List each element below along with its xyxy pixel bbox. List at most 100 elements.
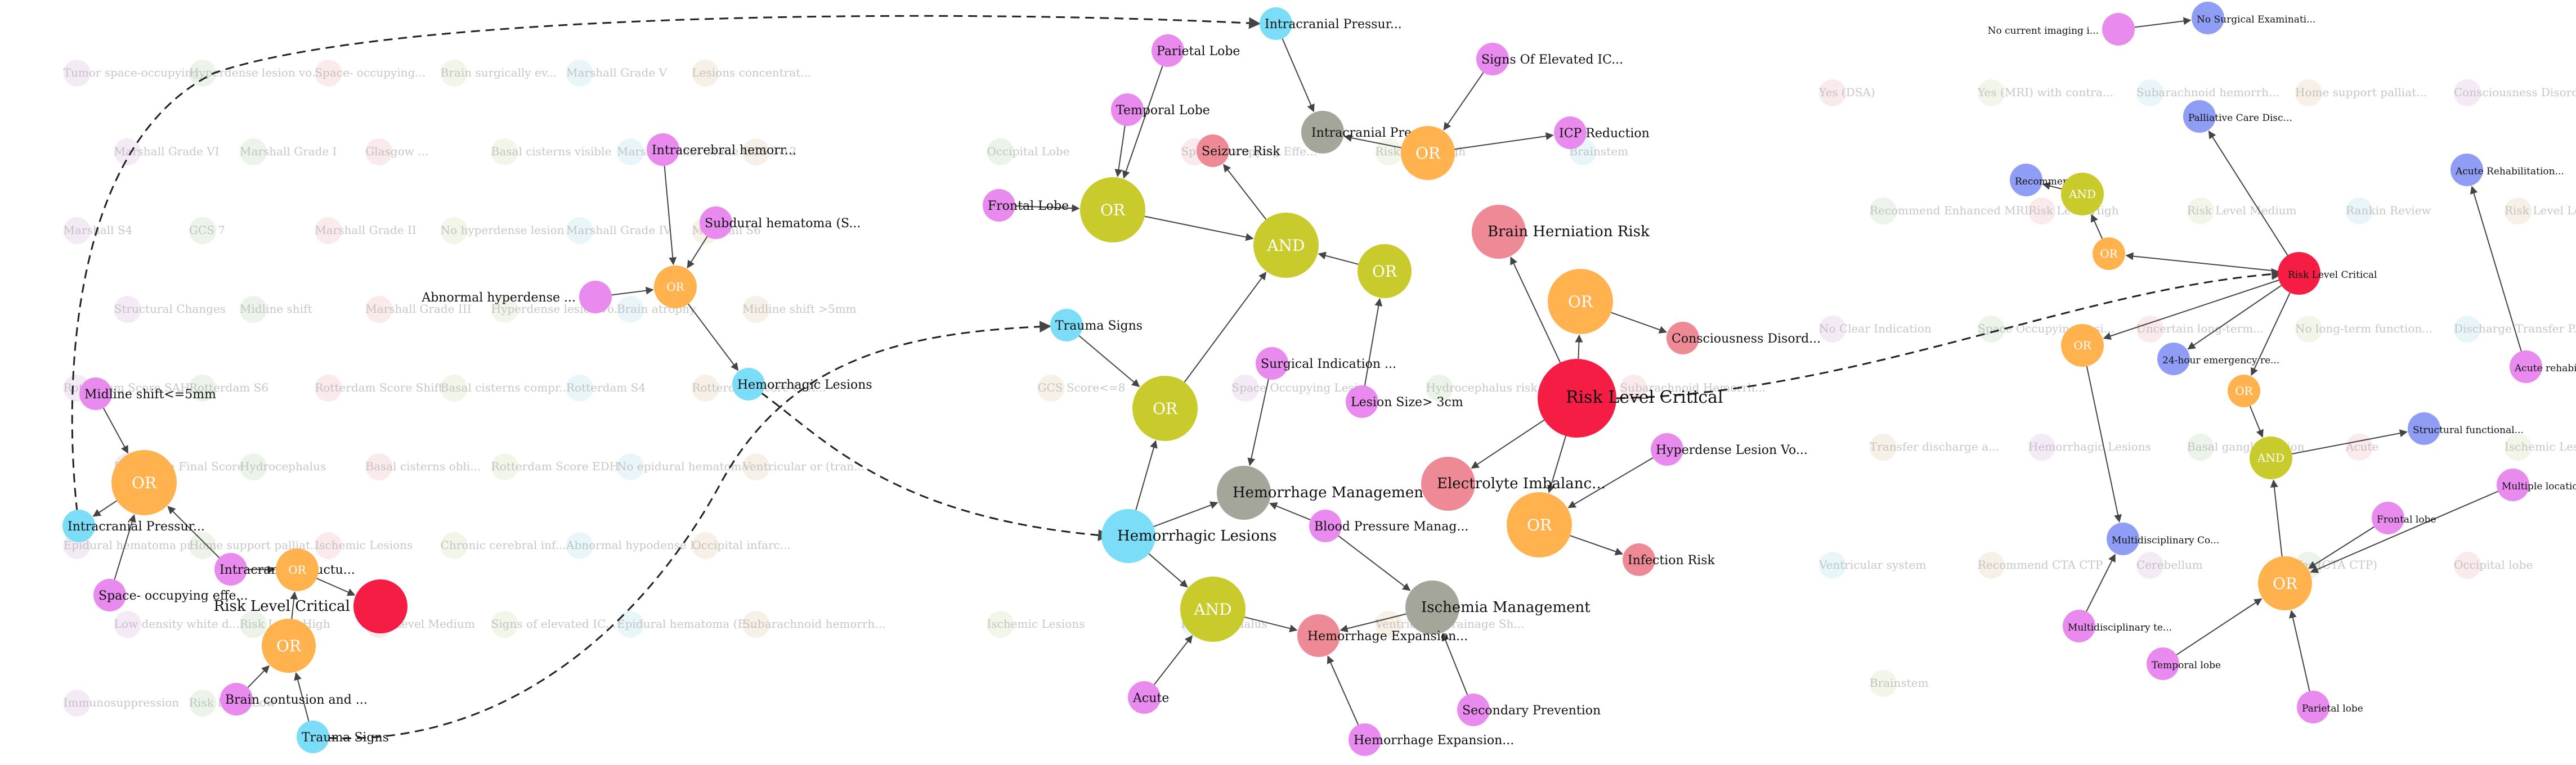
node-hemorrhage-expansion-c-hemexp1[interactable]: Hemorrhage Expansion... — [1297, 614, 1468, 657]
node-signs-of-elevated-ic-c-signs[interactable]: Signs Of Elevated IC... — [1476, 43, 1623, 75]
node-circle[interactable] — [1457, 694, 1490, 726]
node-circle[interactable] — [1180, 577, 1246, 642]
node-circle[interactable] — [1476, 43, 1509, 75]
node-circle[interactable] — [2497, 469, 2529, 501]
node-temporal-lobe-r-temporal[interactable]: Temporal lobe — [2147, 647, 2221, 680]
node-intracranial-pressur-l-icp[interactable]: Intracranial Pressur... — [62, 510, 205, 542]
node-circle[interactable] — [1256, 347, 1288, 380]
node-or-c-or-top[interactable]: OR — [1401, 126, 1455, 180]
node-circle[interactable] — [353, 579, 407, 633]
node-intracerebral-hemorr-l-intracerebral[interactable]: Intracerebral hemorr... — [647, 133, 796, 166]
node-blood-pressure-manag-c-bp[interactable]: Blood Pressure Manag... — [1309, 510, 1468, 542]
node-infection-risk-c-infection[interactable]: Infection Risk — [1623, 543, 1715, 576]
node-risk-level-critical-l-risk[interactable]: Risk Level Critical — [214, 579, 407, 633]
node-or-l-or1[interactable]: OR — [111, 450, 177, 515]
node-temporal-lobe-c-temporal[interactable]: Temporal Lobe — [1111, 93, 1210, 126]
node-multiple-locations-l-r-multiloc[interactable]: Multiple locations (L... — [2497, 469, 2576, 501]
node-circle[interactable] — [1128, 681, 1161, 714]
node-circle[interactable] — [2147, 647, 2179, 680]
node-subdural-hematoma-s-l-subdural[interactable]: Subdural hematoma (S... — [700, 206, 861, 239]
node-circle[interactable] — [1260, 7, 1292, 40]
node-acute-rehabilitation-r-acuterehab2[interactable]: Acute rehabilitation — [2510, 350, 2576, 383]
node-circle[interactable] — [220, 683, 253, 716]
node-circle[interactable] — [1253, 213, 1319, 278]
node-circle[interactable] — [79, 377, 112, 410]
node-structural-functional-r-structfn[interactable]: Structural functional... — [2408, 412, 2524, 445]
node-palliative-care-disc-r-palliative[interactable]: Palliative Care Disc... — [2183, 100, 2292, 133]
node-circle[interactable] — [2010, 164, 2042, 196]
node-frontal-lobe-r-frontal[interactable]: Frontal lobe — [2372, 502, 2436, 534]
node-brain-contusion-and-l-brain[interactable]: Brain contusion and ... — [220, 683, 368, 716]
node-circle[interactable] — [2102, 13, 2135, 46]
node-or-c-or-inf[interactable]: OR — [1507, 492, 1572, 557]
node-circle[interactable] — [1538, 359, 1616, 438]
node-circle[interactable] — [2408, 412, 2440, 445]
node-circle[interactable] — [2157, 343, 2190, 375]
node-surgical-indication-c-surgical[interactable]: Surgical Indication ... — [1256, 347, 1396, 380]
node-circle[interactable] — [2183, 100, 2216, 133]
node-circle[interactable] — [1666, 322, 1699, 354]
node-circle[interactable] — [1132, 376, 1198, 441]
node-hemorrhage-expansion-c-hemexp2[interactable]: Hemorrhage Expansion... — [1349, 723, 1514, 756]
node-circle[interactable] — [1152, 34, 1184, 67]
node-circle[interactable] — [2258, 556, 2312, 610]
node-circle[interactable] — [262, 619, 316, 673]
node-and-c-and2[interactable]: AND — [1180, 577, 1246, 642]
node-or-c-or-trauma[interactable]: OR — [1132, 376, 1198, 441]
node-icp-reduction-c-icpred[interactable]: ICP Reduction — [1554, 116, 1650, 149]
node-circle[interactable] — [1346, 385, 1378, 418]
node-circle[interactable] — [732, 368, 765, 400]
node-trauma-signs-l-trauma[interactable]: Trauma Signs — [297, 721, 389, 753]
node-hemorrhagic-lesions-c-hemles[interactable]: Hemorrhagic Lesions — [1101, 509, 1276, 563]
node-circle[interactable] — [1548, 269, 1613, 334]
node-circle[interactable] — [1050, 309, 1083, 341]
node-or-c-or-mid[interactable]: OR — [1358, 244, 1412, 298]
node-secondary-prevention-c-secondary[interactable]: Secondary Prevention — [1457, 694, 1601, 726]
node-circle[interactable] — [2250, 436, 2292, 479]
node-circle[interactable] — [1651, 433, 1683, 466]
node-circle[interactable] — [1080, 177, 1145, 242]
node-or-l-or3[interactable]: OR — [262, 619, 316, 673]
node-circle[interactable] — [2372, 502, 2404, 534]
node-circle[interactable] — [654, 266, 697, 308]
node-no-current-imaging-i-r-noimg[interactable]: No current imaging i... — [1988, 13, 2135, 46]
node-circle[interactable] — [579, 281, 612, 313]
node-hemorrhage-management-c-hemmgmt[interactable]: Hemorrhage Management — [1217, 466, 1430, 520]
node-no-surgical-examinati-r-nosurg[interactable]: No Surgical Examinati... — [2192, 2, 2315, 34]
node-or-l-or2[interactable]: OR — [276, 548, 319, 591]
node-or-l-or4[interactable]: OR — [654, 266, 697, 308]
node-acute-c-acute[interactable]: Acute — [1128, 681, 1169, 714]
node-circle[interactable] — [2450, 154, 2483, 186]
node-intracranial-pressur-c-icp[interactable]: Intracranial Pressur... — [1260, 7, 1402, 40]
node-risk-level-critical-r-risk[interactable]: Risk Level Critical — [2278, 252, 2377, 295]
node-multidisciplinary-co-r-multiconsult[interactable]: Multidisciplinary Co... — [2107, 523, 2219, 555]
node-circle[interactable] — [1421, 457, 1475, 511]
node-midline-shift-5mm-l-midline[interactable]: Midline shift<=5mm — [79, 377, 216, 410]
node-circle[interactable] — [1358, 244, 1412, 298]
node-brain-herniation-risk-c-brainhern[interactable]: Brain Herniation Risk — [1472, 205, 1650, 259]
node-circle[interactable] — [1507, 492, 1572, 557]
node-circle[interactable] — [297, 721, 329, 753]
node-circle[interactable] — [1472, 205, 1526, 259]
node-abnormal-hyperdense-l-abnormal[interactable]: Abnormal hyperdense ... — [421, 281, 612, 313]
node-electrolyte-imbalanc-c-electro[interactable]: Electrolyte Imbalanc... — [1421, 457, 1606, 511]
node-circle[interactable] — [2297, 691, 2329, 723]
node-circle[interactable] — [276, 548, 319, 591]
node-multidisciplinary-te-r-multitreat[interactable]: Multidisciplinary te... — [2063, 610, 2172, 642]
node-space-occupying-effe-l-space[interactable]: Space- occupying effe... — [93, 579, 248, 611]
node-frontal-lobe-c-frontal[interactable]: Frontal Lobe — [983, 189, 1069, 222]
node-circle[interactable] — [2093, 237, 2125, 270]
node-and-r-and-mid[interactable]: AND — [2250, 436, 2292, 479]
node-circle[interactable] — [2228, 375, 2260, 407]
node-circle[interactable] — [1111, 93, 1144, 126]
node-circle[interactable] — [1217, 466, 1271, 520]
node-circle[interactable] — [1401, 126, 1455, 180]
node-circle[interactable] — [2192, 2, 2224, 34]
node-or-r-or-a[interactable]: OR — [2061, 324, 2104, 367]
node-circle[interactable] — [1349, 723, 1381, 756]
node-circle[interactable] — [2510, 350, 2542, 383]
node-ischemia-management-c-ischemia[interactable]: Ischemia Management — [1405, 580, 1591, 634]
node-circle[interactable] — [1301, 111, 1344, 154]
node-circle[interactable] — [111, 450, 177, 515]
node-seizure-risk-c-seizure[interactable]: Seizure Risk — [1197, 134, 1280, 167]
